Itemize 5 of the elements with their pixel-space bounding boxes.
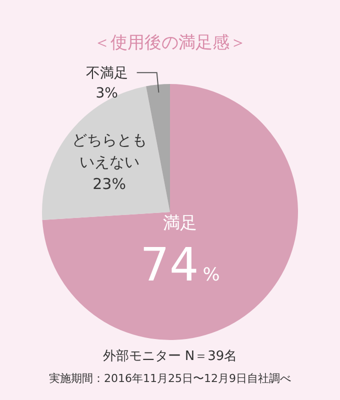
chart-title: ＜使用後の満足感＞ [94, 33, 246, 53]
slice-label: 不満足 [86, 66, 128, 82]
data-label: 3% [96, 86, 118, 102]
text: 実施期間：2016年11月25日〜12月9日自社調べ [49, 372, 291, 385]
text: 外部モニター N＝39名 [102, 349, 238, 364]
